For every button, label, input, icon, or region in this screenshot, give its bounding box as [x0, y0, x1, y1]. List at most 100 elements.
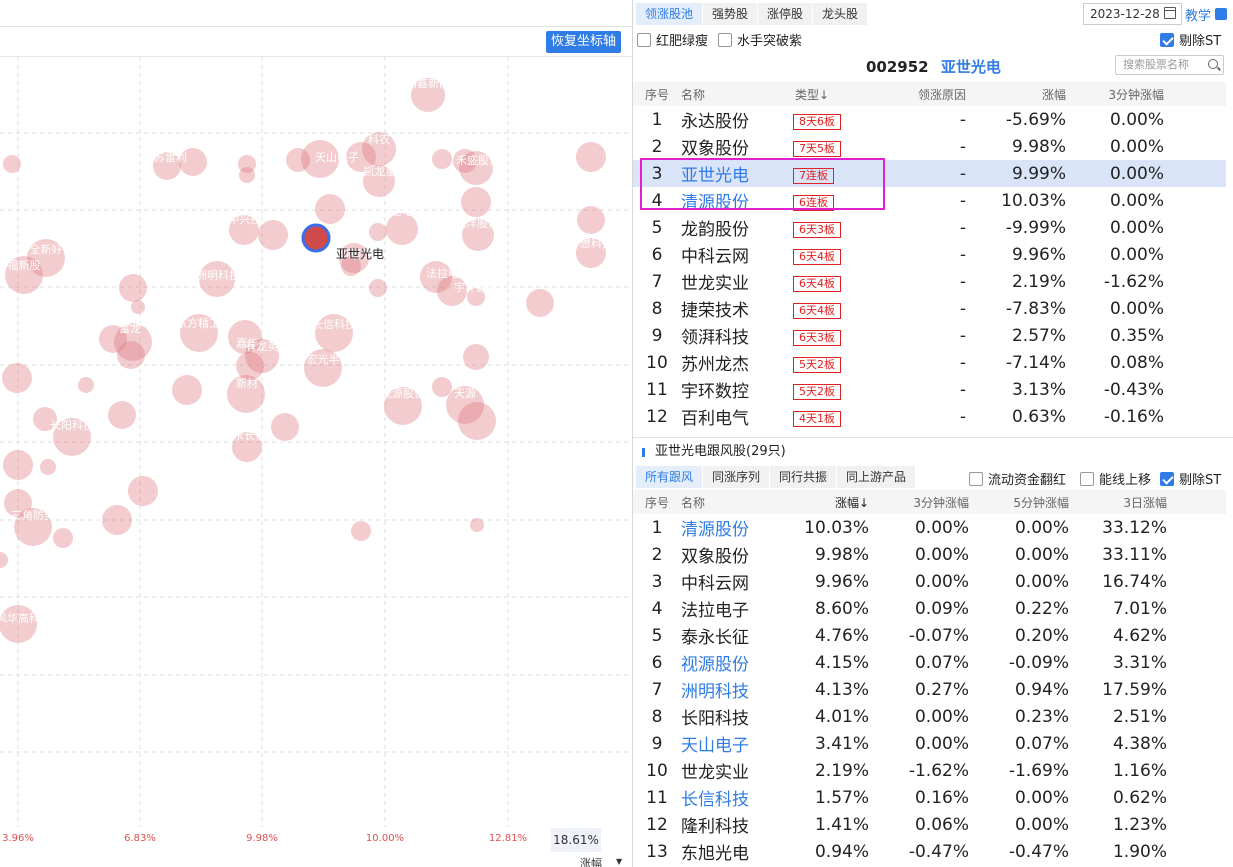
table-row[interactable]: 9 天山电子 3.41% 0.00% 0.07% 4.38% — [633, 730, 1226, 757]
table-row[interactable]: 13 东旭光电 0.94% -0.47% -0.47% 1.90% — [633, 838, 1226, 865]
stock-name[interactable]: 长阳科技 — [681, 709, 749, 729]
stock-name[interactable]: 世龙实业 — [681, 763, 749, 783]
column-header[interactable]: 名称 — [681, 490, 781, 514]
bubble[interactable] — [114, 323, 152, 361]
bubble[interactable] — [301, 140, 339, 178]
tab-2[interactable]: 涨停股 — [758, 3, 814, 25]
column-header[interactable]: 涨幅 — [966, 82, 1066, 106]
table-row[interactable]: 1 永达股份 8天6板 - -5.69% 0.00% — [633, 106, 1226, 133]
bubble[interactable] — [238, 155, 256, 173]
bubble[interactable] — [102, 505, 132, 535]
search-icon[interactable] — [1208, 59, 1218, 69]
bubble[interactable] — [128, 476, 158, 506]
edit-icon[interactable] — [1215, 8, 1227, 20]
bubble[interactable] — [228, 320, 262, 354]
table-row[interactable]: 12 隆利科技 1.41% 0.06% 0.00% 1.23% — [633, 811, 1226, 838]
bubble[interactable] — [346, 142, 376, 172]
bubble[interactable] — [2, 363, 32, 393]
bubble[interactable] — [5, 256, 43, 294]
filter-exclude-st[interactable]: 剔除ST — [1160, 30, 1221, 49]
bubble[interactable] — [432, 149, 452, 169]
calendar-icon[interactable] — [1164, 7, 1176, 19]
bubble[interactable] — [386, 213, 418, 245]
bubble[interactable] — [227, 375, 265, 413]
stock-name[interactable]: 世龙实业 — [681, 274, 749, 294]
stock-name[interactable]: 洲明科技 — [681, 682, 749, 702]
bubble[interactable] — [119, 274, 147, 302]
bubble[interactable] — [341, 256, 361, 276]
stock-name[interactable]: 清源股份 — [681, 520, 749, 540]
bubble[interactable] — [369, 279, 387, 297]
column-header[interactable]: 序号 — [633, 82, 681, 106]
bubble[interactable] — [245, 339, 279, 373]
bubble[interactable] — [351, 521, 371, 541]
follow-tab-3[interactable]: 同上游产品 — [837, 466, 917, 488]
stock-name[interactable]: 清源股份 — [681, 193, 749, 213]
table-row[interactable]: 6 中科云网 6天4板 - 9.96% 0.00% — [633, 241, 1226, 268]
stock-name[interactable]: 宇环数控 — [681, 382, 749, 402]
bubble[interactable] — [40, 459, 56, 475]
table-row[interactable]: 5 龙韵股份 6天3板 - -9.99% 0.00% — [633, 214, 1226, 241]
table-row[interactable]: 6 视源股份 4.15% 0.07% -0.09% 3.31% — [633, 649, 1226, 676]
bubble[interactable] — [461, 187, 491, 217]
bubble[interactable] — [33, 407, 57, 431]
stock-name[interactable]: 永达股份 — [681, 112, 749, 132]
bubble[interactable] — [446, 386, 484, 424]
bubble[interactable] — [362, 132, 396, 166]
table-row[interactable]: 2 双象股份 7天5板 - 9.98% 0.00% — [633, 133, 1226, 160]
bubble[interactable] — [179, 148, 207, 176]
column-header[interactable]: 3分钟涨幅 — [1066, 82, 1164, 106]
bubble[interactable] — [384, 387, 422, 425]
follow-tab-1[interactable]: 同涨序列 — [703, 466, 771, 488]
column-header[interactable]: 领涨原因 — [851, 82, 966, 106]
bubble[interactable] — [470, 518, 484, 532]
chevron-down-icon[interactable]: ▼ — [616, 857, 623, 866]
column-header[interactable]: 名称 — [681, 82, 781, 106]
bubble[interactable] — [180, 314, 218, 352]
table-row[interactable]: 1 清源股份 10.03% 0.00% 0.00% 33.12% — [633, 514, 1226, 541]
bubble[interactable] — [363, 165, 395, 197]
stock-name[interactable]: 天山电子 — [681, 736, 749, 756]
bubble[interactable] — [411, 78, 445, 112]
bubble[interactable] — [3, 450, 33, 480]
table-row[interactable]: 8 捷荣技术 6天4板 - -7.83% 0.00% — [633, 295, 1226, 322]
bubble[interactable] — [258, 220, 288, 250]
filter-exclude-st-follow[interactable]: 剔除ST — [1160, 469, 1221, 488]
table-row[interactable]: 11 长信科技 1.57% 0.16% 0.00% 0.62% — [633, 784, 1226, 811]
stock-name[interactable]: 亚世光电 — [940, 58, 1001, 76]
bubble[interactable] — [369, 223, 387, 241]
bubble[interactable] — [271, 413, 299, 441]
table-row[interactable]: 10 世龙实业 2.19% -1.62% -1.69% 1.16% — [633, 757, 1226, 784]
stock-name[interactable]: 长信科技 — [681, 790, 749, 810]
checkbox-icon[interactable] — [637, 32, 651, 47]
filter-red-green[interactable]: 红肥绿瘦 — [637, 30, 708, 49]
bubble[interactable] — [577, 206, 605, 234]
bubble[interactable] — [339, 243, 369, 273]
bubble[interactable] — [576, 238, 606, 268]
bubble[interactable] — [172, 375, 202, 405]
bubble[interactable] — [229, 215, 259, 245]
bubble[interactable] — [4, 489, 32, 517]
bubble[interactable] — [526, 289, 554, 317]
table-row[interactable]: 7 世龙实业 6天4板 - 2.19% -1.62% — [633, 268, 1226, 295]
bubble[interactable] — [78, 377, 94, 393]
bubble[interactable] — [467, 288, 485, 306]
x-axis-label[interactable]: 涨幅 — [580, 857, 602, 867]
table-row[interactable]: 4 法拉电子 8.60% 0.09% 0.22% 7.01% — [633, 595, 1226, 622]
bubble[interactable] — [463, 344, 489, 370]
column-header[interactable]: 序号 — [633, 490, 681, 514]
table-row[interactable]: 2 双象股份 9.98% 0.00% 0.00% 33.11% — [633, 541, 1226, 568]
bubble[interactable] — [236, 352, 264, 380]
selected-bubble[interactable] — [301, 223, 331, 253]
table-row[interactable]: 3 中科云网 9.96% 0.00% 0.00% 16.74% — [633, 568, 1226, 595]
stock-name[interactable]: 龙韵股份 — [681, 220, 749, 240]
table-row[interactable]: 5 泰永长征 4.76% -0.07% 0.20% 4.62% — [633, 622, 1226, 649]
table-row[interactable]: 4 清源股份 6连板 - 10.03% 0.00% — [633, 187, 1226, 214]
stock-name[interactable]: 百利电气 — [681, 409, 749, 429]
tab-3[interactable]: 龙头股 — [813, 3, 869, 25]
bubble[interactable] — [420, 261, 452, 293]
panel-divider[interactable] — [632, 0, 633, 867]
follow-tab-0[interactable]: 所有跟风 — [636, 466, 704, 488]
bubble[interactable] — [437, 276, 467, 306]
